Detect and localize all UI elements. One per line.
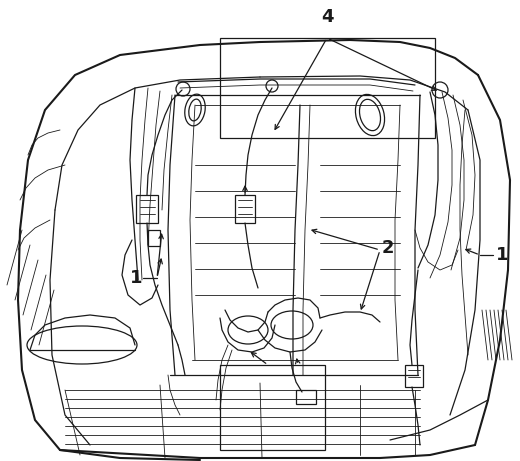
Bar [220,38,435,138]
Text: 1: 1 [129,269,142,287]
Text: 4: 4 [321,8,333,26]
Bar [235,195,255,223]
Bar [136,195,158,223]
Text: 1: 1 [496,246,509,264]
Bar [148,230,160,246]
Bar [296,390,316,404]
Text: 2: 2 [382,239,395,257]
Bar [220,365,325,450]
Bar [405,365,423,387]
